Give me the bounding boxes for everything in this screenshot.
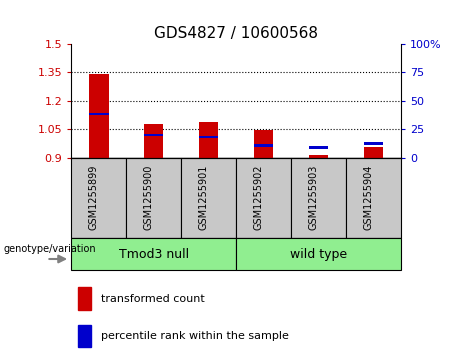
Bar <box>89 113 108 115</box>
Bar <box>71 158 126 238</box>
Text: GSM1255903: GSM1255903 <box>309 164 319 230</box>
Bar <box>181 158 236 238</box>
Bar <box>199 122 219 158</box>
Bar <box>364 147 383 158</box>
Bar <box>71 238 236 270</box>
Bar <box>364 142 383 145</box>
Bar <box>291 158 346 238</box>
Text: GSM1255900: GSM1255900 <box>144 164 154 230</box>
Bar <box>78 325 91 347</box>
Bar <box>236 238 401 270</box>
Bar <box>199 136 219 138</box>
Title: GDS4827 / 10600568: GDS4827 / 10600568 <box>154 26 318 41</box>
Text: percentile rank within the sample: percentile rank within the sample <box>101 331 289 341</box>
Bar <box>309 146 328 149</box>
Bar <box>254 144 273 147</box>
Text: wild type: wild type <box>290 248 347 261</box>
Bar <box>144 123 164 158</box>
Bar <box>309 155 328 158</box>
Bar <box>78 287 91 310</box>
Bar <box>346 158 401 238</box>
Text: GSM1255902: GSM1255902 <box>254 164 264 230</box>
Bar <box>126 158 181 238</box>
Text: GSM1255901: GSM1255901 <box>199 164 209 230</box>
Text: GSM1255899: GSM1255899 <box>89 164 99 230</box>
Bar <box>89 74 108 158</box>
Bar <box>144 134 164 136</box>
Bar <box>254 130 273 158</box>
Text: genotype/variation: genotype/variation <box>4 244 96 254</box>
Bar <box>236 158 291 238</box>
Text: GSM1255904: GSM1255904 <box>364 164 373 230</box>
Text: Tmod3 null: Tmod3 null <box>119 248 189 261</box>
Text: transformed count: transformed count <box>101 294 205 304</box>
